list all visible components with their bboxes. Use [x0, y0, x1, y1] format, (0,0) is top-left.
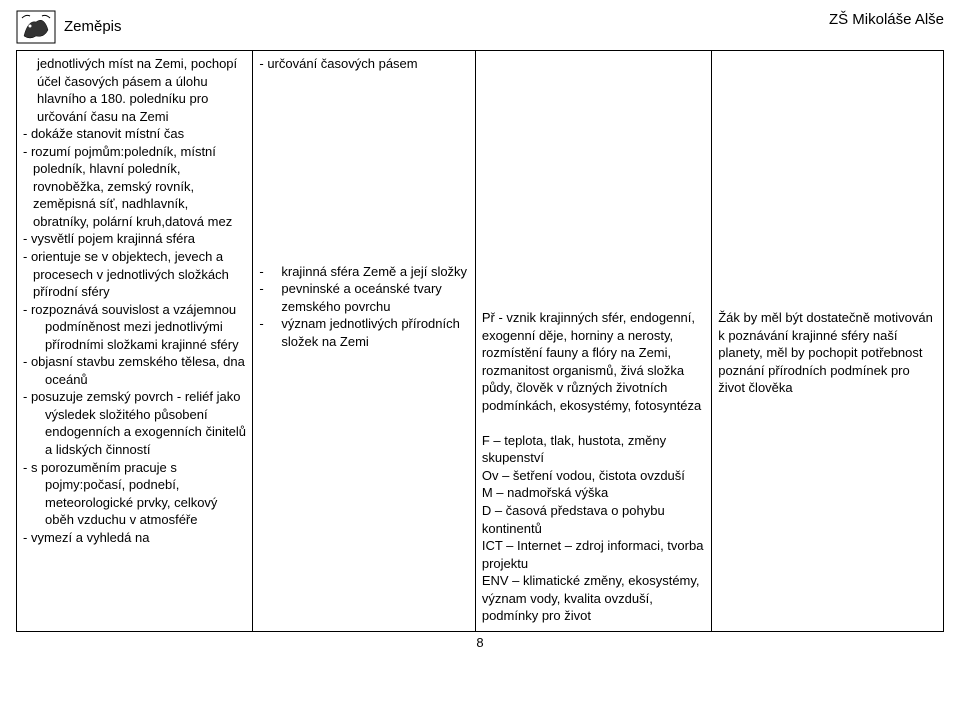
column-4: Žák by měl být dostatečně motivován k po… — [712, 51, 944, 632]
subject-title: Zeměpis — [64, 17, 122, 37]
col1-line: - rozpoznává souvislost a vzájemnou podm… — [23, 301, 246, 354]
col1-line: - dokáže stanovit místní čas — [23, 125, 246, 143]
col2-list-item: krajinná sféra Země a její složky — [259, 263, 468, 281]
logo-icon — [16, 10, 56, 44]
col2-list-item: význam jednotlivých přírodních složek na… — [259, 315, 468, 350]
col1-line: - orientuje se v objektech, jevech a pro… — [23, 248, 246, 301]
page-number: 8 — [16, 634, 944, 652]
col4-text: Žák by měl být dostatečně motivován k po… — [718, 309, 937, 397]
col1-line: - vymezí a vyhledá na — [23, 529, 246, 547]
col2-block2-list: krajinná sféra Země a její složkypevnins… — [259, 263, 468, 351]
column-2: - určování časových pásem krajinná sféra… — [253, 51, 475, 632]
col3-text: Př - vznik krajinných sfér, endogenní, e… — [482, 309, 705, 625]
col3-spacer — [482, 55, 705, 309]
content-table: jednotlivých míst na Zemi, pochopí účel … — [16, 50, 944, 632]
col1-line: - objasní stavbu zemského tělesa, dna oc… — [23, 353, 246, 388]
col1-line: - rozumí pojmům:poledník, místní polední… — [23, 143, 246, 231]
column-3: Př - vznik krajinných sfér, endogenní, e… — [475, 51, 711, 632]
col1-line: - vysvětlí pojem krajinná sféra — [23, 230, 246, 248]
page-container: Zeměpis ZŠ Mikoláše Alše jednotlivých mí… — [0, 0, 960, 710]
header-left: Zeměpis — [16, 10, 122, 44]
school-name: ZŠ Mikoláše Alše — [829, 10, 944, 30]
col2-list-item: pevninské a oceánské tvary zemského povr… — [259, 280, 468, 315]
col1-line: jednotlivých míst na Zemi, pochopí účel … — [23, 55, 246, 125]
col1-line: - s porozuměním pracuje s pojmy:počasí, … — [23, 459, 246, 529]
col1-text: jednotlivých míst na Zemi, pochopí účel … — [23, 55, 246, 546]
column-1: jednotlivých míst na Zemi, pochopí účel … — [17, 51, 253, 632]
col4-spacer — [718, 55, 937, 309]
col1-line: - posuzuje zemský povrch - reliéf jako v… — [23, 388, 246, 458]
col2-block1: - určování časových pásem — [259, 55, 468, 73]
header: Zeměpis ZŠ Mikoláše Alše — [16, 10, 944, 44]
